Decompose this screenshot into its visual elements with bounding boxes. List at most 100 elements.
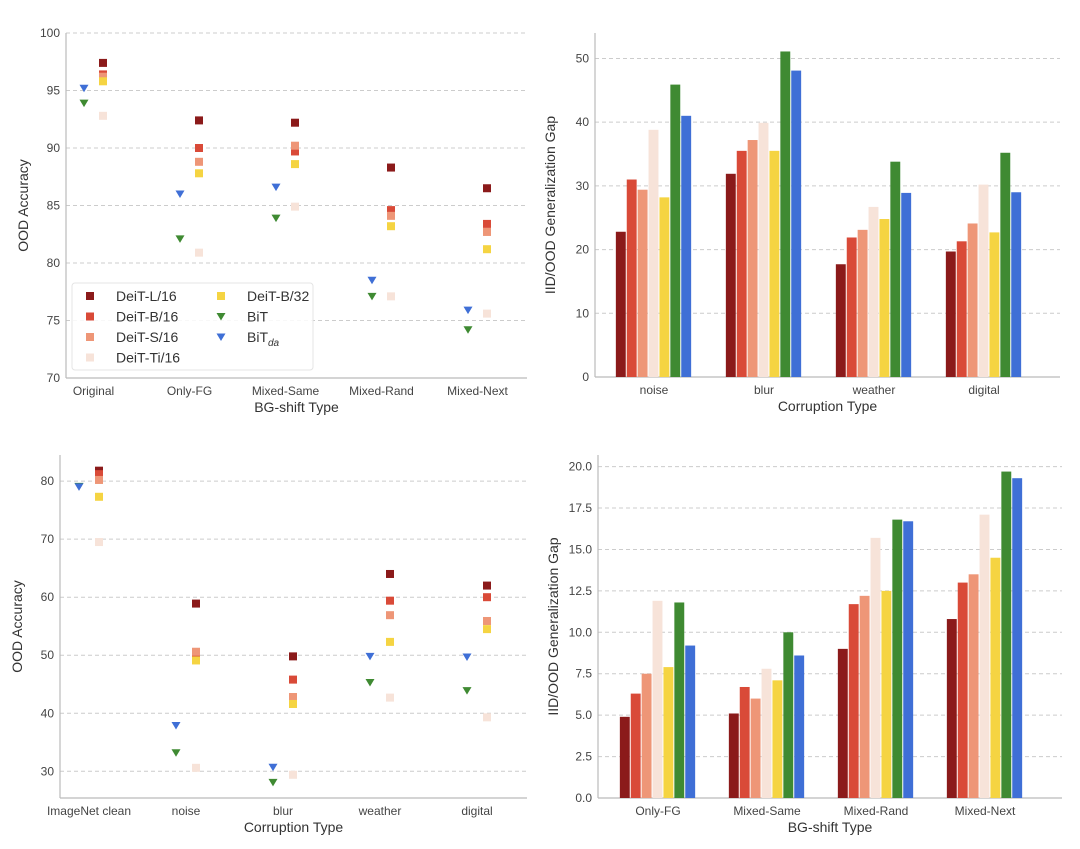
y-tick-label: 20.0 [569, 460, 593, 474]
y-tick-label: 80 [47, 256, 61, 270]
subplot-2: 0 10 20 30 40 50 noise blur weather digital Corrup… [542, 33, 1060, 414]
y-tick-label: 5.0 [575, 708, 592, 722]
point-mark-deit-l-16 [386, 569, 394, 578]
point-mark-deit-b-32 [95, 492, 103, 501]
point-mark-bit-da [79, 84, 89, 93]
point-mark-deit-b-16 [195, 144, 203, 152]
point-mark-deit-s-16 [387, 211, 395, 220]
y-tick-label: 80 [41, 474, 55, 488]
bar-mark-deit-l-16 [728, 713, 739, 798]
x-tick-label: Mixed-Rand [844, 804, 909, 818]
bar-mark-deit-b-32 [989, 232, 1000, 377]
point-mark-deit-ti-16 [483, 713, 491, 722]
point-mark-deit-s-16 [99, 72, 107, 81]
bar-mark-deit-s-16 [968, 574, 979, 798]
point-mark-bit [79, 99, 89, 108]
bar-mark-bit [1000, 152, 1011, 377]
point-mark-bit-da [171, 721, 181, 730]
x-tick-label: blur [273, 804, 293, 818]
y-tick-label: 100 [40, 26, 60, 40]
y-axis-label: OOD Accuracy [9, 580, 25, 673]
x-tick-label: ImageNet clean [47, 804, 131, 818]
point-mark-deit-l-16 [483, 184, 491, 193]
legend-marker-triangle [216, 333, 226, 341]
point-mark-bit [367, 292, 377, 301]
point-mark-bit-da [463, 306, 473, 315]
bar-mark-deit-ti-16 [978, 184, 989, 377]
y-tick-label: 50 [41, 648, 55, 662]
point-mark-deit-b-16 [291, 147, 299, 156]
subplot-4: 0.0 2.5 5.0 7.5 10.0 12.5 15.0 17.5 20.0 Only-FG M… [545, 455, 1062, 835]
point-mark-deit-b-16 [289, 675, 297, 684]
bar-mark-bit-da [681, 115, 692, 377]
point-mark-bit [463, 326, 473, 334]
point-mark-deit-l-16 [291, 118, 299, 127]
point-mark-bit [271, 214, 281, 223]
point-mark-bit-da [462, 653, 472, 661]
bar-mark-deit-b-16 [846, 237, 857, 377]
bar-mark-bit-da [903, 521, 914, 798]
point-mark-bit-da [271, 183, 281, 192]
bar-mark-bit [783, 632, 794, 798]
point-mark-deit-b-32 [387, 222, 395, 231]
x-tick-label: noise [640, 383, 669, 397]
point-mark-deit-ti-16 [291, 202, 299, 211]
legend-label: DeiT-S/16 [116, 329, 178, 345]
y-tick-label: 20 [576, 243, 590, 257]
point-mark-deit-b-32 [99, 77, 107, 86]
x-tick-label: weather [358, 804, 402, 818]
y-tick-label: 70 [41, 532, 55, 546]
legend-label: DeiT-B/32 [247, 288, 309, 304]
x-axis-label: BG-shift Type [254, 399, 339, 415]
point-mark-bit [175, 235, 185, 243]
y-tick-label: 0 [582, 370, 589, 384]
legend-label: DeiT-B/16 [116, 309, 178, 325]
bar-mark-deit-s-16 [859, 595, 870, 798]
legend-label: DeiT-L/16 [116, 288, 177, 304]
point-mark-deit-s-16 [483, 227, 491, 236]
x-tick-label: Mixed-Next [955, 804, 1016, 818]
legend-marker-square [86, 333, 94, 341]
point-mark-deit-ti-16 [483, 309, 491, 318]
point-mark-deit-b-32 [483, 625, 491, 634]
legend-label-text: DeiT-L/16 [116, 288, 177, 304]
bar-mark-bit [780, 51, 791, 378]
point-mark-bit-da [365, 652, 375, 661]
point-mark-deit-b-32 [289, 699, 297, 708]
legend-marker-triangle [216, 313, 226, 321]
bar-mark-deit-l-16 [619, 716, 630, 798]
legend-item: DeiT-B/16 [86, 309, 178, 325]
point-mark-bit-da [367, 276, 377, 285]
y-tick-label: 70 [47, 371, 61, 385]
point-mark-deit-ti-16 [289, 770, 297, 779]
point-mark-deit-ti-16 [99, 111, 107, 120]
y-tick-label: 10 [576, 306, 590, 320]
y-tick-label: 2.5 [575, 750, 592, 764]
point-mark-deit-l-16 [192, 599, 200, 608]
bar-mark-deit-b-32 [769, 150, 780, 377]
bar-mark-deit-b-32 [663, 667, 674, 798]
y-tick-label: 0.0 [575, 791, 592, 805]
subplot-1: 70 75 80 85 90 95 100 Original Only-FG Mixed-Same… [15, 26, 527, 415]
x-tick-label: Mixed-Same [252, 384, 320, 398]
x-tick-label: digital [968, 383, 999, 397]
y-axis-label: IID/OOD Generalization Gap [542, 116, 558, 294]
bar-mark-bit-da [791, 70, 802, 378]
legend-item: BiTda [216, 329, 280, 349]
bar-mark-bit-da [685, 645, 696, 798]
legend-label: DeiT-Ti/16 [116, 350, 180, 366]
bar-mark-deit-b-32 [881, 590, 892, 798]
legend-label-text: DeiT-B/16 [116, 309, 178, 325]
bar-mark-deit-ti-16 [648, 129, 659, 377]
point-mark-deit-ti-16 [192, 763, 200, 772]
y-tick-label: 17.5 [569, 501, 593, 515]
point-mark-deit-ti-16 [95, 538, 103, 547]
bar-mark-deit-s-16 [857, 229, 868, 377]
y-tick-label: 50 [576, 51, 590, 65]
y-tick-label: 85 [47, 199, 61, 213]
bar-mark-deit-b-16 [630, 693, 641, 798]
bar-mark-deit-l-16 [725, 173, 736, 377]
y-tick-label: 10.0 [569, 625, 593, 639]
bar-mark-deit-ti-16 [870, 537, 881, 798]
